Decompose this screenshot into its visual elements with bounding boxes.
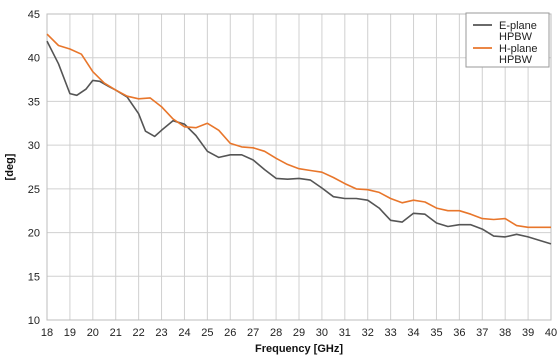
x-axis-title: Frequency [GHz] [255,343,343,355]
x-tick-label: 20 [87,327,99,339]
x-tick-label: 36 [453,327,465,339]
x-tick-label: 38 [499,327,511,339]
series-lines [46,33,552,245]
y-tick-label: 25 [28,184,40,196]
x-tick-label: 39 [522,327,534,339]
x-tick-label: 32 [362,327,374,339]
legend-label: E-plane [499,20,537,32]
x-tick-label: 35 [430,327,442,339]
x-tick-label: 21 [110,327,122,339]
legend-label: HPBW [499,54,533,66]
y-tick-label: 20 [28,228,40,240]
x-tick-label: 23 [155,327,167,339]
x-tick-label: 19 [64,327,76,339]
y-tick-label: 45 [28,9,40,21]
x-tick-label: 28 [270,327,282,339]
x-tick-label: 27 [247,327,259,339]
x-tick-label: 24 [178,327,190,339]
y-tick-label: 30 [28,140,40,152]
x-tick-label: 26 [224,327,236,339]
y-tick-label: 35 [28,96,40,108]
plot-area-border [46,13,552,321]
x-tick-label: 22 [133,327,145,339]
y-tick-label: 15 [28,271,40,283]
x-tick-label: 33 [385,327,397,339]
y-tick-label: 10 [28,315,40,327]
x-tick-label: 30 [316,327,328,339]
legend-label: HPBW [499,31,533,43]
legend-box [465,12,550,68]
x-tick-label: 18 [41,327,53,339]
legend-label: H-plane [499,43,538,55]
x-tick-label: 29 [293,327,305,339]
axes: 10 15 20 25 30 35 40 45 18 19 20 21 22 23 24 25 26 27 28 29… [28,9,557,339]
y-tick-label: 40 [28,53,40,65]
y-axis-title: [deg] [4,153,16,180]
x-tick-label: 40 [545,327,557,339]
x-tick-label: 37 [476,327,488,339]
x-tick-label: 31 [339,327,351,339]
series-line-2 [46,33,551,229]
x-tick-label: 34 [407,327,419,339]
x-tick-label: 25 [201,327,213,339]
